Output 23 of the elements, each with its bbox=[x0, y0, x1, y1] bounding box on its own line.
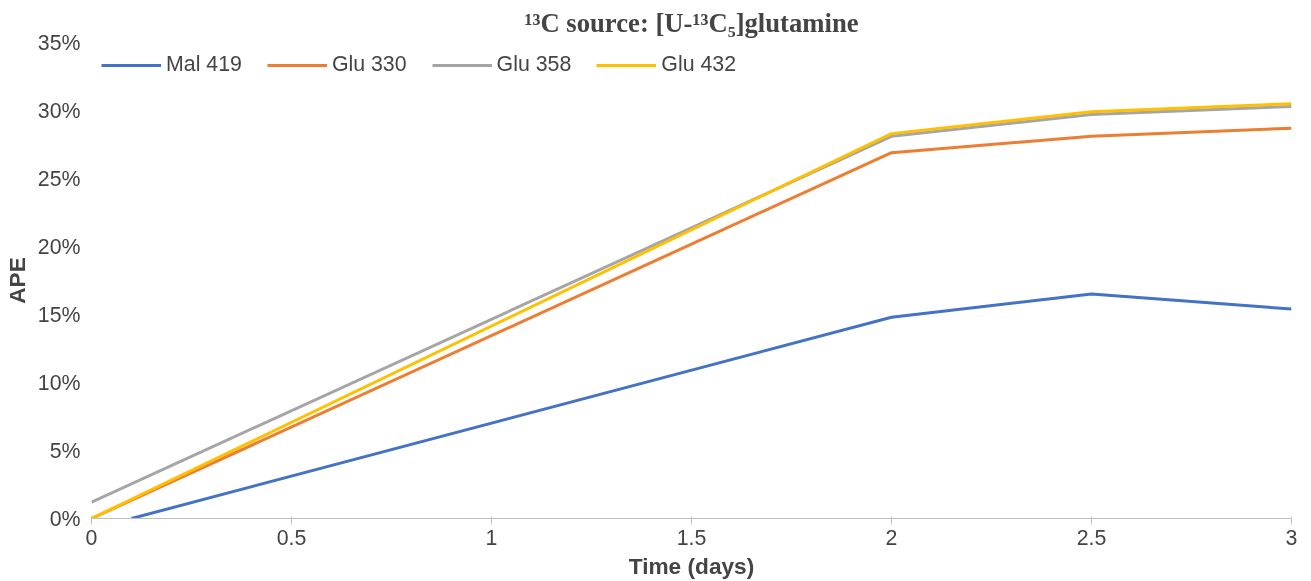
y-tick-label: 35% bbox=[37, 30, 81, 55]
line-series bbox=[130, 292, 1292, 519]
y-tick-label: 5% bbox=[49, 438, 81, 463]
y-tick-label: 25% bbox=[37, 166, 81, 191]
x-tick-label: 0.5 bbox=[276, 525, 307, 550]
x-tick-label: 1 bbox=[485, 525, 498, 550]
legend-label: Glu 330 bbox=[331, 52, 407, 77]
chart-title: ¹³C source: [U-¹³C₅]glutamine bbox=[524, 7, 859, 38]
y-tick-label: 30% bbox=[37, 98, 81, 123]
x-tick-label: 1.5 bbox=[676, 525, 707, 550]
legend-label: Glu 358 bbox=[496, 52, 572, 77]
y-tick-label: 10% bbox=[37, 370, 81, 395]
y-tick-label: 15% bbox=[37, 302, 81, 327]
x-tick-label: 2 bbox=[885, 525, 898, 550]
y-tick-label: 0% bbox=[49, 506, 81, 531]
y-tick-label: 20% bbox=[37, 234, 81, 259]
x-axis-title: Time (days) bbox=[628, 552, 755, 579]
x-tick-label: 0 bbox=[85, 525, 98, 550]
legend-label: Glu 432 bbox=[661, 52, 736, 77]
legend-label: Mal 419 bbox=[166, 52, 242, 77]
x-tick-label: 2.5 bbox=[1076, 525, 1107, 550]
y-axis-title: APE bbox=[3, 257, 30, 304]
x-tick-label: 3 bbox=[1285, 525, 1298, 550]
